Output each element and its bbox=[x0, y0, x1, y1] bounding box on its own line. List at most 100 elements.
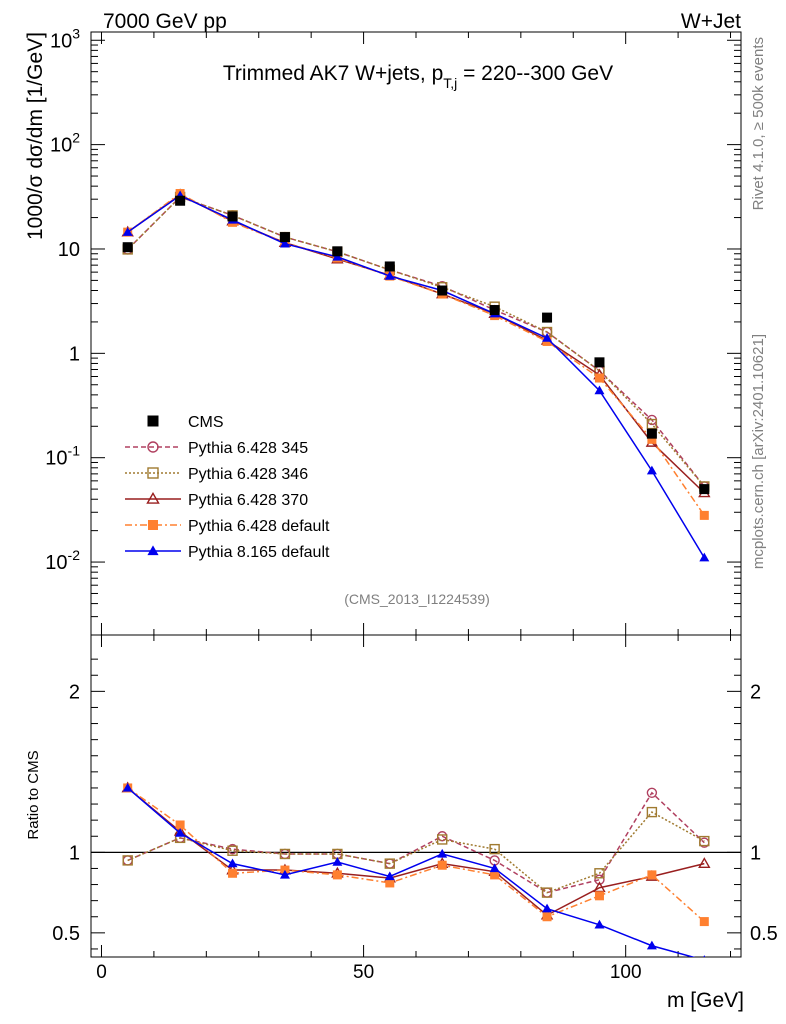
data-point bbox=[542, 312, 553, 323]
ratio-point bbox=[490, 870, 500, 880]
legend-marker bbox=[147, 545, 159, 556]
legend-item: Pythia 6.428 346 bbox=[125, 466, 308, 483]
legend-label: Pythia 8.165 default bbox=[188, 544, 330, 561]
ratio-point bbox=[647, 870, 657, 880]
ratio-point bbox=[703, 955, 706, 957]
ratio-point bbox=[175, 820, 185, 830]
ratio-tick-label-right: 1 bbox=[750, 842, 761, 864]
series-line-ratio bbox=[127, 791, 705, 894]
series-line-ratio bbox=[127, 811, 705, 894]
series-main-cms bbox=[122, 195, 710, 495]
ratio-point bbox=[332, 856, 343, 866]
legend-marker bbox=[147, 441, 159, 453]
y-tick-exp: -2 bbox=[68, 547, 81, 563]
y-tick-label: 103 bbox=[50, 25, 80, 52]
series-ratio-pythia-6-428-345 bbox=[122, 787, 710, 898]
y-tick-label: 1 bbox=[69, 343, 80, 365]
y-tick-base: 10 bbox=[50, 30, 72, 52]
ratio-point bbox=[332, 870, 342, 880]
ratio-y-axis-label: Ratio to CMS bbox=[25, 750, 42, 839]
y-axis-label: 1000/σ dσ/dm [1/GeV] bbox=[24, 32, 47, 240]
series-line-ratio bbox=[127, 787, 705, 923]
series-line-main bbox=[127, 192, 705, 516]
series-line-ratio bbox=[127, 787, 705, 917]
y-tick-label: 10-2 bbox=[45, 547, 80, 574]
ratio-point bbox=[698, 857, 711, 869]
ratio-point bbox=[228, 868, 238, 878]
legend-item: Pythia 6.428 345 bbox=[125, 440, 308, 457]
data-point bbox=[699, 510, 709, 520]
y-tick-base: 10 bbox=[45, 552, 67, 574]
ratio-point bbox=[175, 827, 186, 837]
ratio-point bbox=[384, 858, 395, 869]
ratio-point bbox=[699, 835, 710, 847]
data-point bbox=[594, 357, 605, 368]
data-point bbox=[175, 195, 186, 206]
data-point bbox=[489, 305, 500, 316]
chart-title: Trimmed AK7 W+jets, pT,j = 220--300 GeV bbox=[223, 62, 613, 91]
series-line-main bbox=[127, 196, 705, 487]
series-line-ratio bbox=[127, 787, 696, 957]
legend-label: Pythia 6.428 346 bbox=[188, 466, 308, 483]
legend-item: Pythia 8.165 default bbox=[125, 544, 330, 561]
data-point bbox=[647, 434, 657, 444]
ratio-point bbox=[542, 903, 553, 913]
data-point bbox=[279, 238, 290, 248]
legend-marker bbox=[147, 415, 159, 427]
title-sub: T,j bbox=[443, 75, 457, 91]
ratio-point bbox=[594, 868, 605, 879]
data-point bbox=[594, 385, 605, 395]
ratio-tick-label: 2 bbox=[69, 681, 80, 703]
ratio-point bbox=[279, 848, 291, 860]
data-point bbox=[122, 242, 133, 253]
data-point bbox=[384, 261, 395, 272]
ratio-point bbox=[437, 848, 448, 858]
data-point bbox=[227, 211, 238, 222]
data-point bbox=[384, 271, 395, 280]
y-tick-exp: 3 bbox=[72, 25, 80, 41]
legend-item: CMS bbox=[147, 414, 224, 431]
ratio-point bbox=[122, 782, 133, 792]
x-tick-label: 100 bbox=[610, 962, 642, 983]
legend-marker bbox=[146, 491, 160, 504]
legend-item: Pythia 6.428 370 bbox=[125, 491, 308, 509]
header-left: 7000 GeV pp bbox=[103, 10, 227, 33]
ratio-point bbox=[594, 919, 605, 929]
x-tick-label: 50 bbox=[353, 962, 374, 983]
y-tick-base: 10 bbox=[50, 135, 72, 157]
data-point bbox=[279, 232, 290, 243]
ratio-point bbox=[385, 878, 395, 888]
data-point bbox=[332, 246, 343, 257]
legend-item: Pythia 6.428 default bbox=[125, 518, 330, 535]
y-tick-label: 102 bbox=[50, 130, 80, 157]
data-point bbox=[699, 484, 710, 495]
ratio-point bbox=[437, 860, 447, 870]
title-main: Trimmed AK7 W+jets, p bbox=[223, 62, 443, 85]
ratio-point bbox=[122, 855, 133, 866]
ratio-point bbox=[541, 887, 553, 898]
ratio-point bbox=[437, 834, 448, 845]
data-point bbox=[646, 465, 657, 475]
ratio-point bbox=[594, 874, 605, 885]
data-point bbox=[594, 373, 604, 383]
rivet-label: Rivet 4.1.0, ≥ 500k events bbox=[750, 37, 767, 210]
ratio-point bbox=[542, 912, 552, 922]
legend-label: Pythia 6.428 345 bbox=[188, 440, 308, 457]
ratio-point bbox=[646, 806, 658, 818]
x-axis-label: m [GeV] bbox=[667, 989, 744, 1012]
data-point bbox=[646, 418, 658, 430]
y-tick-label: 10 bbox=[58, 239, 80, 261]
ratio-point bbox=[227, 845, 238, 856]
title-rest: = 220--300 GeV bbox=[457, 62, 613, 85]
ratio-point bbox=[122, 855, 133, 866]
header-right: W+Jet bbox=[681, 10, 741, 33]
data-point bbox=[542, 333, 553, 342]
ratio-tick-label: 0.5 bbox=[52, 923, 80, 945]
mcplots-label: mcplots.cern.ch [arXiv:2401.10621] bbox=[750, 334, 767, 569]
ratio-tick-label-right: 2 bbox=[750, 681, 761, 703]
ratio-point bbox=[594, 891, 604, 901]
series-ratio-pythia-8-165-default bbox=[122, 782, 706, 957]
legend-label: Pythia 6.428 default bbox=[188, 518, 330, 535]
x-tick-label: 0 bbox=[96, 962, 107, 983]
